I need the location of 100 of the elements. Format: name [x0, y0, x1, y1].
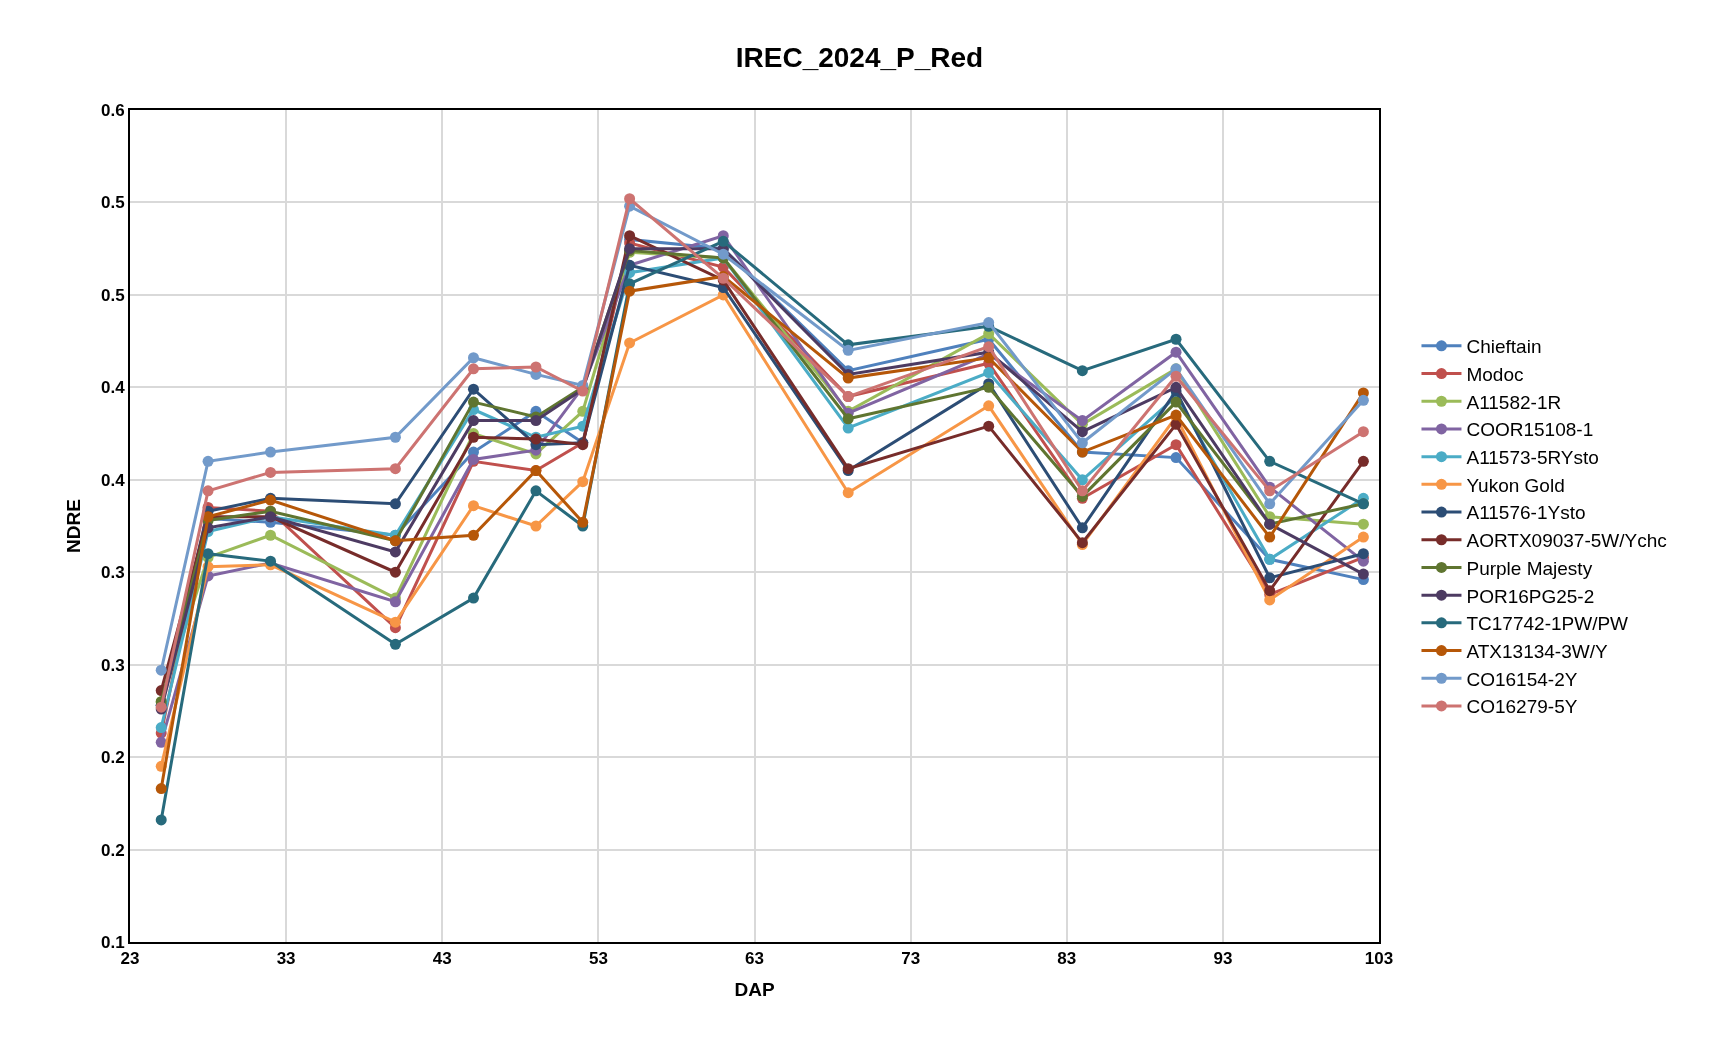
point: [1357, 531, 1369, 543]
legend-label: Chieftain: [1466, 336, 1542, 358]
x-tick-label: 73: [901, 949, 921, 969]
point: [1170, 439, 1182, 451]
point: [530, 485, 542, 497]
point: [1264, 594, 1276, 606]
legend-label: CO16279-5Y: [1466, 696, 1578, 718]
point: [624, 337, 636, 349]
legend-label: ATX13134-3W/Y: [1466, 640, 1608, 662]
point: [842, 372, 854, 384]
point: [842, 344, 854, 356]
point: [1264, 572, 1276, 584]
point: [467, 592, 479, 604]
legend-label: TC17742-1PW/PW: [1466, 613, 1629, 635]
point: [155, 722, 167, 734]
y-tick-label: 0.2: [100, 748, 125, 768]
chart-title: IREC_2024_P_Red: [735, 42, 984, 74]
x-axis-title: DAP: [734, 978, 775, 1000]
y-tick-label: 0.2: [100, 840, 125, 860]
point: [1357, 455, 1369, 467]
point: [389, 596, 401, 608]
point: [530, 415, 542, 427]
point: [1076, 485, 1088, 497]
point: [530, 361, 542, 373]
point: [389, 431, 401, 443]
point: [1076, 437, 1088, 449]
point: [842, 487, 854, 499]
legend-label: COOR15108-1: [1466, 419, 1594, 441]
point: [265, 466, 277, 478]
point: [983, 341, 995, 353]
legend-label: AORTX09037-5W/Ychc: [1466, 530, 1667, 552]
point: [467, 352, 479, 364]
legend-label: CO16154-2Y: [1466, 668, 1578, 690]
point: [467, 500, 479, 512]
legend-label: Purple Majesty: [1466, 557, 1593, 579]
point: [624, 285, 636, 297]
y-tick-label: 0.4: [100, 378, 126, 398]
point: [530, 520, 542, 532]
y-tick-label: 0.6: [100, 100, 125, 120]
point: [717, 248, 729, 260]
y-tick-label: 0.4: [100, 470, 126, 490]
point: [983, 420, 995, 432]
y-tick-label: 0.5: [100, 285, 125, 305]
point: [1264, 498, 1276, 510]
point: [577, 516, 589, 528]
point: [389, 616, 401, 628]
legend-label: A11573-5RYsto: [1466, 447, 1599, 469]
point: [577, 476, 589, 488]
point: [155, 783, 167, 795]
x-tick-label: 33: [276, 949, 296, 969]
point: [1170, 396, 1182, 408]
point: [202, 455, 214, 467]
point: [1170, 346, 1182, 358]
y-tick-label: 0.1: [100, 932, 125, 952]
legend-label: Modoc: [1466, 363, 1524, 385]
x-tick-label: 63: [745, 949, 764, 969]
point: [1076, 365, 1088, 377]
point: [265, 446, 277, 458]
point: [983, 400, 995, 412]
point: [624, 193, 636, 205]
point: [842, 413, 854, 425]
legend-label: POR16PG25-2: [1466, 585, 1595, 607]
legend-label: Yukon Gold: [1466, 474, 1565, 496]
y-axis-title: NDRE: [63, 499, 85, 553]
x-tick-label: 43: [432, 949, 452, 969]
point: [1170, 452, 1182, 464]
point: [983, 367, 995, 379]
x-tick-label: 103: [1364, 949, 1394, 969]
point: [389, 498, 401, 510]
point: [1076, 426, 1088, 438]
legend-label: A11576-1Ysto: [1466, 502, 1586, 524]
point: [1076, 522, 1088, 534]
y-tick-label: 0.3: [100, 563, 125, 583]
point: [389, 463, 401, 475]
x-tick-label: 23: [120, 949, 140, 969]
point: [1170, 381, 1182, 393]
point: [467, 415, 479, 427]
point: [389, 638, 401, 650]
point: [389, 546, 401, 558]
y-tick-label: 0.5: [100, 193, 125, 213]
x-tick-label: 53: [588, 949, 608, 969]
point: [1264, 455, 1276, 467]
point: [1076, 474, 1088, 486]
point: [467, 396, 479, 408]
x-tick-label: 83: [1057, 949, 1077, 969]
x-tick-label: 93: [1213, 949, 1233, 969]
point: [983, 352, 995, 364]
point: [155, 814, 167, 826]
y-tick-label: 0.3: [100, 655, 125, 675]
point: [467, 363, 479, 375]
point: [389, 566, 401, 578]
point: [1170, 370, 1182, 382]
point: [717, 235, 729, 247]
point: [1264, 485, 1276, 497]
point: [467, 529, 479, 541]
point: [1357, 518, 1369, 530]
legend-label: A11582-1R: [1466, 391, 1562, 413]
point: [1357, 568, 1369, 580]
point: [1264, 531, 1276, 543]
point: [1357, 394, 1369, 406]
